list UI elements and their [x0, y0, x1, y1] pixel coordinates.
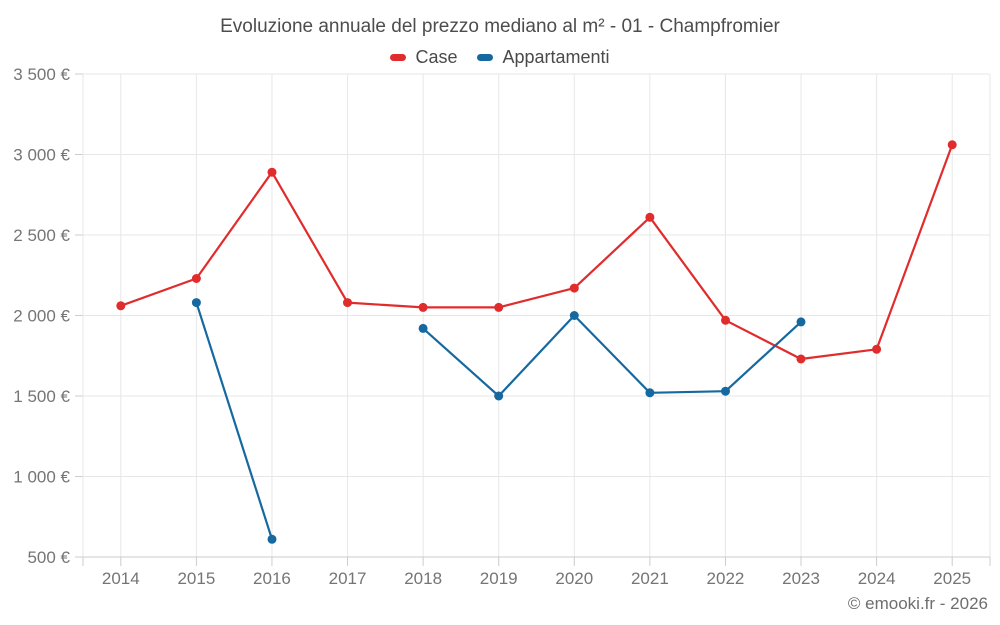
series-line-appartamenti — [195, 301, 803, 541]
y-axis-label-500: 500 € — [27, 548, 70, 567]
legend-swatch-case-icon — [390, 54, 407, 61]
data-point-appartamenti-2022[interactable] — [721, 386, 730, 396]
data-point-appartamenti-2020[interactable] — [569, 311, 579, 320]
y-axis-label-2500: 2 500 € — [13, 226, 70, 245]
data-point-case-2016[interactable] — [267, 167, 277, 177]
x-axis-label-2024: 2024 — [858, 569, 896, 588]
data-point-case-2017[interactable] — [343, 298, 352, 308]
y-axis-label-3500: 3 500 € — [13, 65, 70, 84]
legend-label-appartamenti: Appartamenti — [502, 47, 610, 67]
data-point-case-2024[interactable] — [872, 344, 882, 354]
data-point-appartamenti-2021[interactable] — [645, 388, 655, 398]
data-point-case-2015[interactable] — [191, 274, 201, 283]
x-axis-label-2018: 2018 — [404, 569, 442, 588]
x-axis-label-2021: 2021 — [631, 569, 669, 588]
x-axis-label-2015: 2015 — [177, 569, 215, 588]
legend-item-case[interactable]: Case — [390, 47, 457, 68]
legend-label-case: Case — [415, 47, 458, 67]
y-axis-label-2000: 2 000 € — [13, 307, 70, 326]
x-axis-label-2019: 2019 — [480, 569, 518, 588]
data-point-case-2023[interactable] — [796, 354, 806, 364]
x-axis-label-2022: 2022 — [707, 569, 745, 588]
x-axis-label-2014: 2014 — [102, 569, 140, 588]
data-point-appartamenti-2023[interactable] — [796, 317, 806, 327]
data-point-case-2021[interactable] — [645, 212, 655, 222]
chart-legend: Case Appartamenti — [0, 47, 1000, 68]
data-point-case-2014[interactable] — [116, 301, 126, 311]
data-point-appartamenti-2018[interactable] — [418, 323, 428, 333]
data-point-case-2022[interactable] — [721, 315, 730, 325]
y-axis-label-3000: 3 000 € — [13, 146, 70, 165]
series-line-case — [119, 143, 954, 361]
x-axis-label-2025: 2025 — [933, 569, 971, 588]
x-axis-label-2016: 2016 — [253, 569, 291, 588]
y-axis-label-1500: 1 500 € — [13, 387, 70, 406]
x-axis-label-2020: 2020 — [555, 569, 593, 588]
data-point-appartamenti-2016[interactable] — [267, 534, 277, 544]
data-point-case-2025[interactable] — [947, 140, 957, 150]
legend-swatch-appartamenti-icon — [477, 54, 494, 61]
data-point-appartamenti-2015[interactable] — [191, 298, 201, 308]
y-axis-label-1000: 1 000 € — [13, 468, 70, 487]
data-point-case-2019[interactable] — [494, 302, 504, 312]
copyright-watermark: © emooki.fr - 2026 — [847, 594, 988, 613]
data-point-case-2018[interactable] — [418, 302, 428, 312]
x-axis-label-2023: 2023 — [782, 569, 820, 588]
x-axis-label-2017: 2017 — [329, 569, 367, 588]
data-point-case-2020[interactable] — [569, 283, 579, 293]
legend-item-appartamenti[interactable]: Appartamenti — [477, 47, 610, 68]
data-point-appartamenti-2019[interactable] — [494, 391, 504, 401]
chart-title: Evoluzione annuale del prezzo mediano al… — [220, 16, 780, 37]
